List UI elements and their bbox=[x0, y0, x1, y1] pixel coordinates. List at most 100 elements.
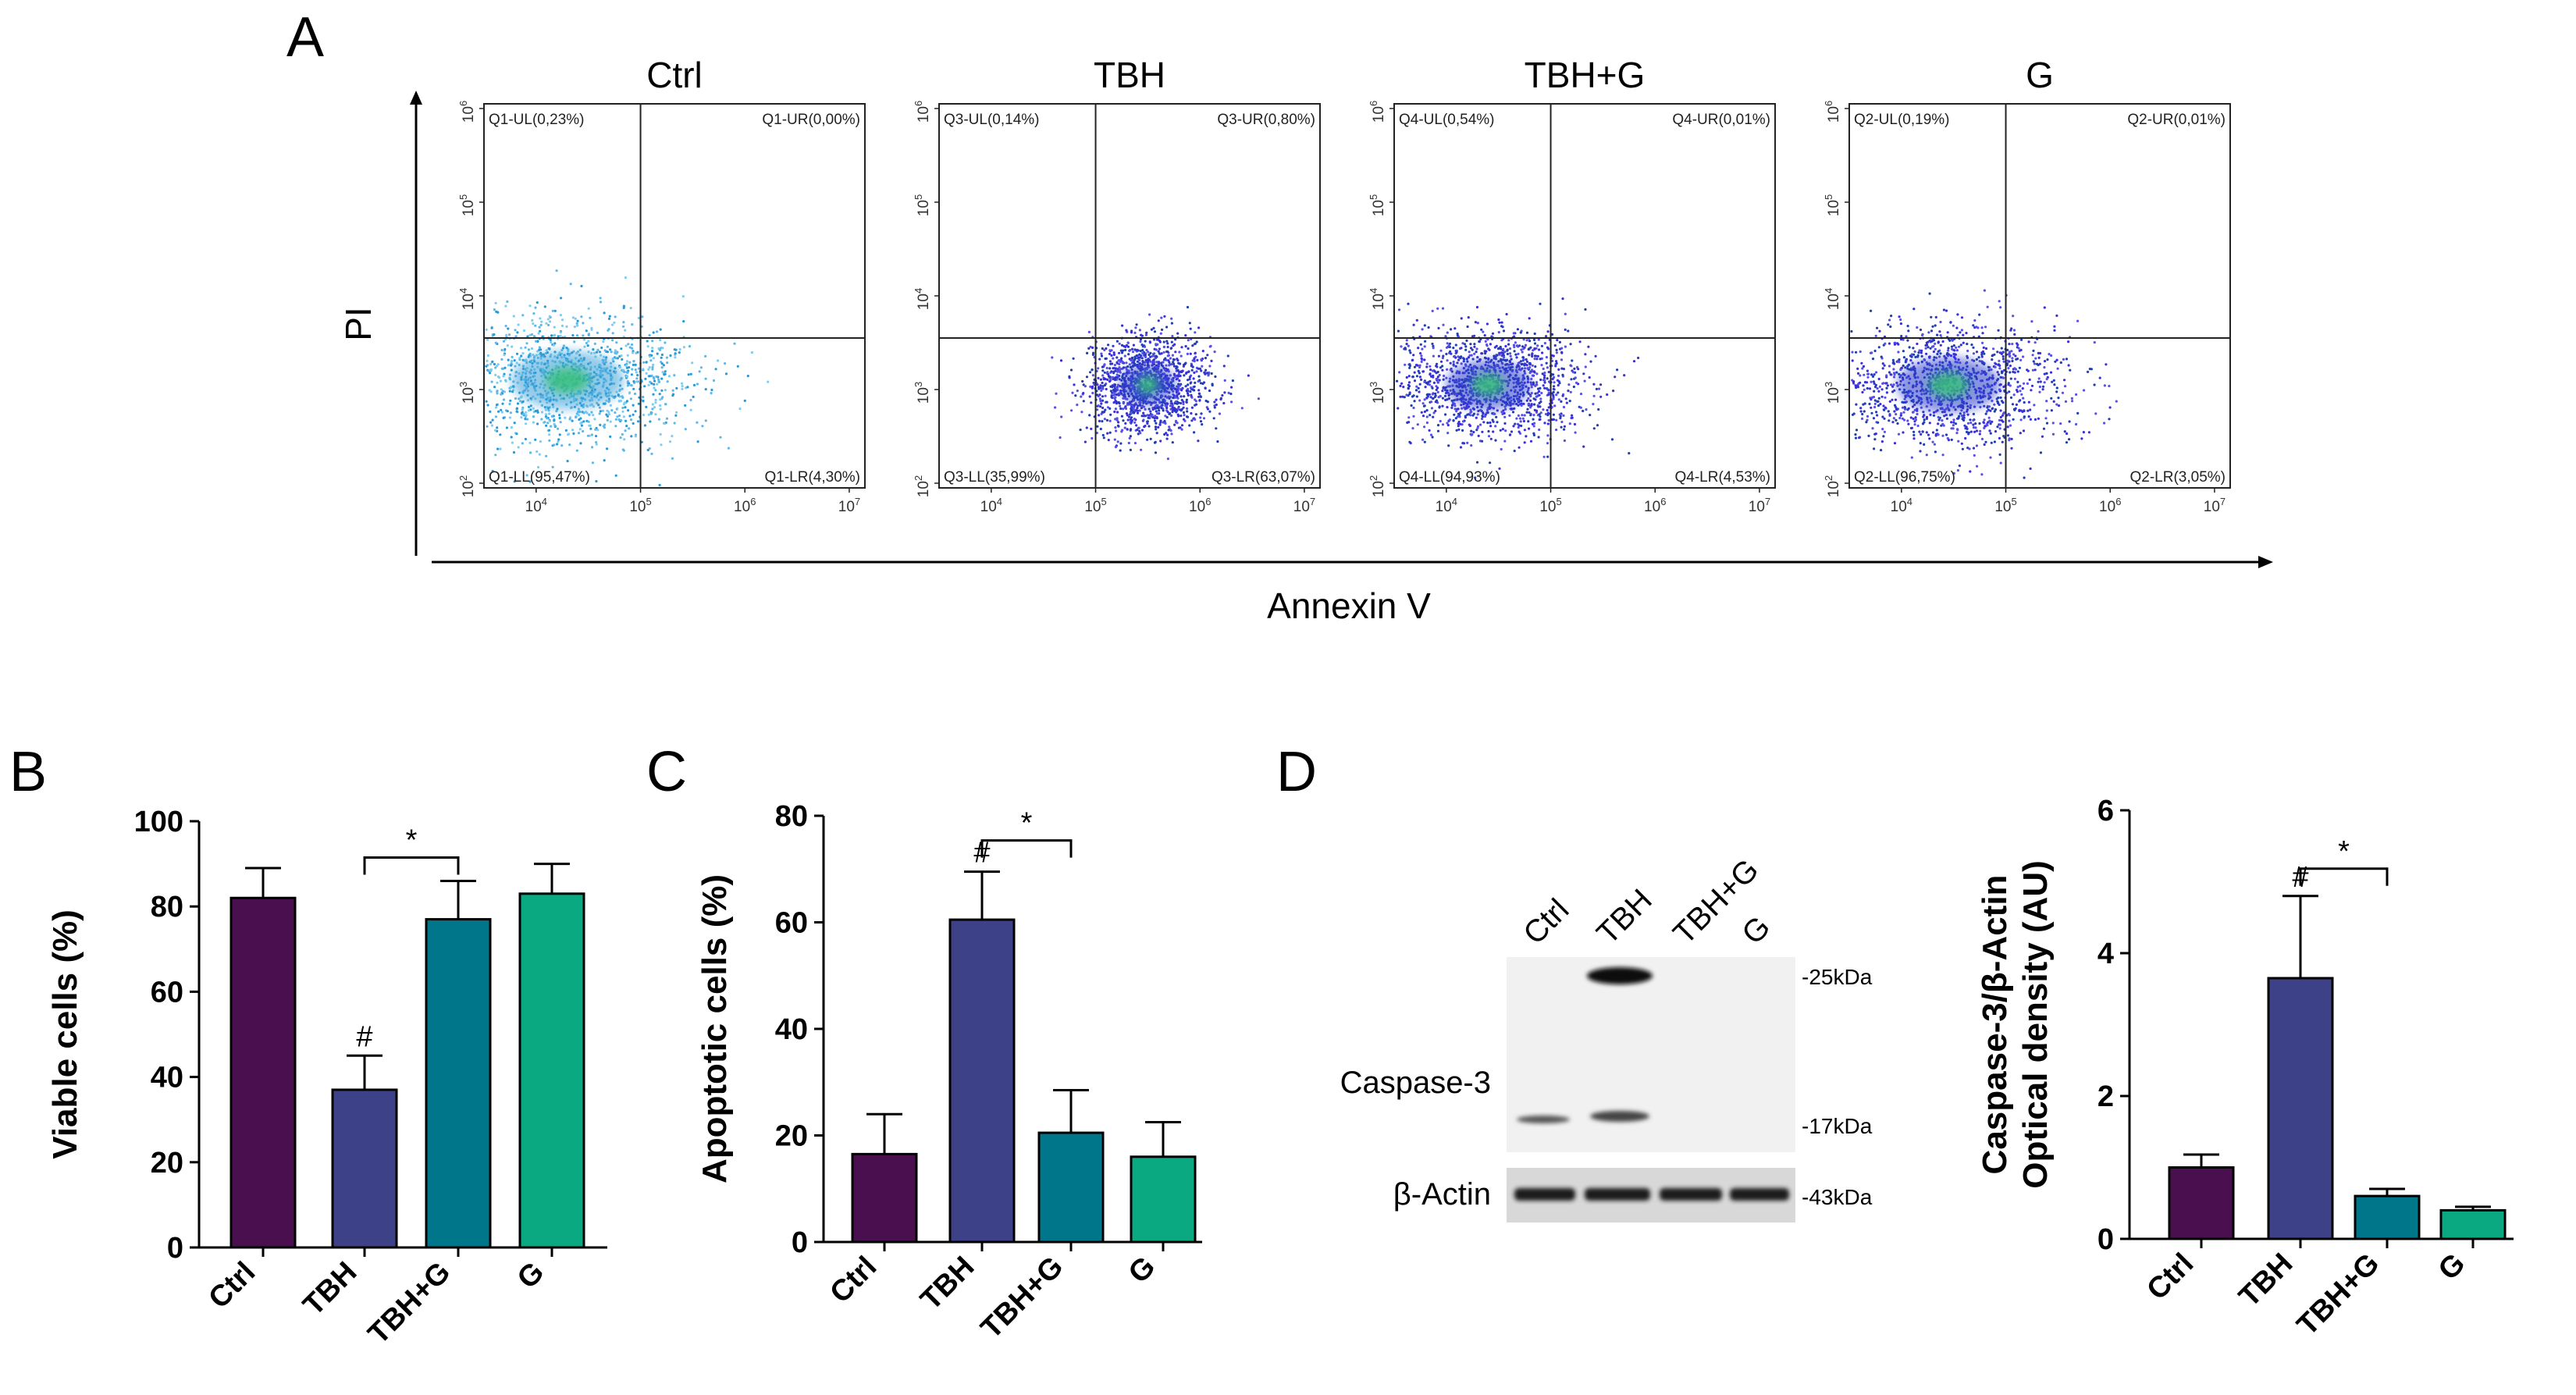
flow-event bbox=[1514, 341, 1517, 344]
flow-event bbox=[1888, 365, 1891, 368]
flow-event bbox=[1956, 313, 1959, 316]
flow-event bbox=[494, 415, 498, 418]
flow-event bbox=[621, 410, 624, 413]
flow-event bbox=[645, 405, 648, 409]
flow-event bbox=[1517, 414, 1520, 418]
flow-event bbox=[1520, 404, 1523, 407]
flow-event bbox=[1407, 302, 1410, 305]
flow-event bbox=[1106, 378, 1109, 381]
flow-event bbox=[1984, 326, 1987, 329]
flow-event bbox=[495, 404, 499, 407]
flow-event bbox=[1118, 378, 1121, 381]
flow-event bbox=[495, 310, 498, 313]
flow-event bbox=[2038, 362, 2041, 365]
flow-event bbox=[543, 305, 546, 308]
flow-event bbox=[1117, 421, 1120, 424]
flow-event bbox=[1159, 332, 1162, 335]
flow-event bbox=[1517, 404, 1520, 407]
flow-event bbox=[2053, 383, 2056, 386]
flow-event bbox=[1980, 326, 1984, 329]
flow-event bbox=[1101, 399, 1105, 402]
flow-event bbox=[2045, 422, 2049, 425]
flow-event bbox=[1560, 367, 1564, 370]
flow-event bbox=[1170, 363, 1173, 366]
flow-event bbox=[1148, 313, 1151, 316]
flow-event bbox=[1157, 350, 1160, 353]
flow-event bbox=[656, 330, 659, 333]
flow-event bbox=[548, 433, 551, 436]
flow-event bbox=[1567, 329, 1570, 333]
x-tick-label: 107 bbox=[838, 496, 860, 515]
flow-event bbox=[553, 309, 557, 312]
flow-event bbox=[609, 348, 612, 351]
flow-event bbox=[2034, 357, 2037, 360]
flow-event bbox=[1175, 390, 1178, 393]
flow-event bbox=[653, 406, 656, 409]
flow-event bbox=[622, 415, 625, 418]
flow-event bbox=[1129, 429, 1132, 432]
flow-event bbox=[560, 444, 564, 447]
flow-event bbox=[1936, 352, 1939, 356]
y-tick-label: 105 bbox=[457, 194, 477, 216]
flow-event bbox=[1434, 409, 1437, 413]
flow-event bbox=[1452, 419, 1455, 422]
flow-event bbox=[1432, 411, 1436, 415]
flow-event bbox=[1120, 357, 1123, 360]
flow-event bbox=[1443, 394, 1447, 397]
flow-event bbox=[1169, 347, 1172, 350]
panel-label-a: A bbox=[286, 6, 324, 69]
flow-event bbox=[529, 451, 532, 454]
flow-event bbox=[1130, 357, 1133, 360]
flow-event bbox=[1114, 407, 1117, 411]
flow-event bbox=[1138, 429, 1141, 432]
flow-event bbox=[1461, 420, 1465, 423]
flow-event bbox=[1201, 350, 1204, 353]
flow-event bbox=[1088, 395, 1091, 398]
flow-event bbox=[648, 333, 651, 337]
flow-event bbox=[1941, 434, 1944, 437]
flow-event bbox=[1174, 351, 1177, 354]
flow-event bbox=[1533, 371, 1536, 374]
flow-event bbox=[2008, 343, 2011, 346]
flow-event bbox=[1553, 381, 1556, 384]
flow-event bbox=[1877, 404, 1880, 407]
flow-event bbox=[1423, 440, 1426, 443]
flow-event bbox=[504, 304, 507, 308]
flow-event bbox=[525, 411, 528, 414]
flow-event bbox=[1116, 370, 1119, 373]
flow-event bbox=[630, 384, 633, 387]
flow-event bbox=[1208, 365, 1212, 368]
flow-event bbox=[587, 340, 590, 343]
flow-event bbox=[1446, 432, 1450, 435]
flow-event bbox=[2012, 418, 2015, 421]
flow-event bbox=[2098, 376, 2101, 379]
flow-event bbox=[1158, 340, 1162, 343]
flow-event bbox=[1087, 330, 1091, 333]
flow-event bbox=[1859, 410, 1863, 413]
flow-event bbox=[1507, 343, 1510, 346]
flow-event bbox=[1983, 443, 1986, 447]
flow-event bbox=[1118, 351, 1121, 354]
flow-event bbox=[551, 465, 554, 468]
flow-event bbox=[1146, 438, 1149, 441]
flow-event bbox=[1472, 430, 1475, 434]
flow-event bbox=[616, 415, 619, 418]
flow-event bbox=[2023, 400, 2026, 404]
flow-event bbox=[1119, 449, 1122, 452]
flow-event bbox=[632, 351, 635, 354]
flow-event bbox=[1140, 415, 1144, 418]
flow-event bbox=[1101, 406, 1105, 410]
flow-event bbox=[1473, 343, 1476, 346]
flow-event bbox=[1182, 365, 1185, 368]
flow-event bbox=[1546, 377, 1549, 380]
flow-event bbox=[1176, 332, 1179, 335]
flow-event bbox=[572, 432, 575, 436]
flow-event bbox=[1998, 367, 2001, 370]
flow-event bbox=[635, 371, 638, 374]
flow-event bbox=[1194, 418, 1197, 422]
flow-event bbox=[578, 348, 582, 351]
flow-event bbox=[1986, 305, 1989, 308]
flow-event bbox=[547, 409, 550, 412]
flow-event bbox=[1180, 346, 1183, 349]
